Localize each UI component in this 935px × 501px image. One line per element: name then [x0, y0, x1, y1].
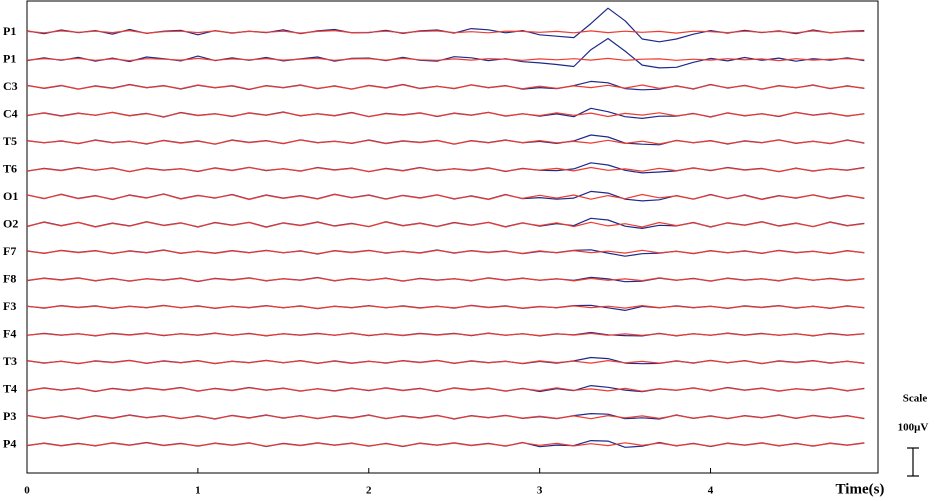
- channel-label: F4: [3, 326, 16, 340]
- trace: [26, 304, 865, 311]
- scale-label: 100μV: [898, 422, 929, 434]
- trace: [26, 387, 865, 392]
- trace: [26, 221, 865, 228]
- channel-label: T4: [3, 381, 17, 395]
- trace: [26, 111, 865, 118]
- channel-label: T5: [3, 134, 17, 148]
- trace: [26, 162, 865, 174]
- channel-label: O1: [3, 189, 18, 203]
- trace: [26, 30, 865, 34]
- trace: [26, 305, 865, 309]
- channel-label: C4: [3, 106, 18, 120]
- channel-label: T6: [3, 161, 17, 175]
- trace: [26, 277, 865, 282]
- trace: [26, 84, 865, 90]
- trace: [26, 249, 865, 255]
- x-tick-label: 0: [24, 485, 30, 497]
- x-tick-label: 4: [708, 485, 714, 497]
- x-tick-label: 3: [537, 485, 543, 497]
- channel-label: P1: [3, 51, 16, 65]
- trace: [26, 80, 865, 91]
- channel-label: P4: [3, 436, 16, 450]
- trace: [26, 360, 865, 364]
- trace: [26, 166, 865, 173]
- trace: [26, 107, 865, 119]
- scale-title: Scale: [903, 393, 928, 405]
- channel-label: C3: [3, 79, 18, 93]
- trace: [26, 193, 865, 201]
- channel-label: P3: [3, 409, 16, 423]
- channel-label: F8: [3, 271, 16, 285]
- trace: [26, 414, 865, 420]
- channel-label: F7: [3, 244, 16, 258]
- plot-frame: [26, 0, 879, 474]
- x-tick-label: 1: [195, 485, 201, 497]
- trace: [26, 7, 865, 43]
- trace: [26, 37, 865, 69]
- channel-label: T3: [3, 354, 17, 368]
- x-tick-label: 2: [366, 485, 372, 497]
- trace: [26, 57, 865, 62]
- channel-label: O2: [3, 216, 18, 230]
- channel-label: F3: [3, 299, 16, 313]
- x-axis-label: Time(s): [836, 481, 885, 497]
- trace: [26, 134, 865, 146]
- trace: [26, 139, 865, 145]
- trace: [26, 442, 865, 447]
- trace: [26, 332, 865, 337]
- trace: [26, 249, 865, 257]
- channel-label: P1: [3, 24, 16, 38]
